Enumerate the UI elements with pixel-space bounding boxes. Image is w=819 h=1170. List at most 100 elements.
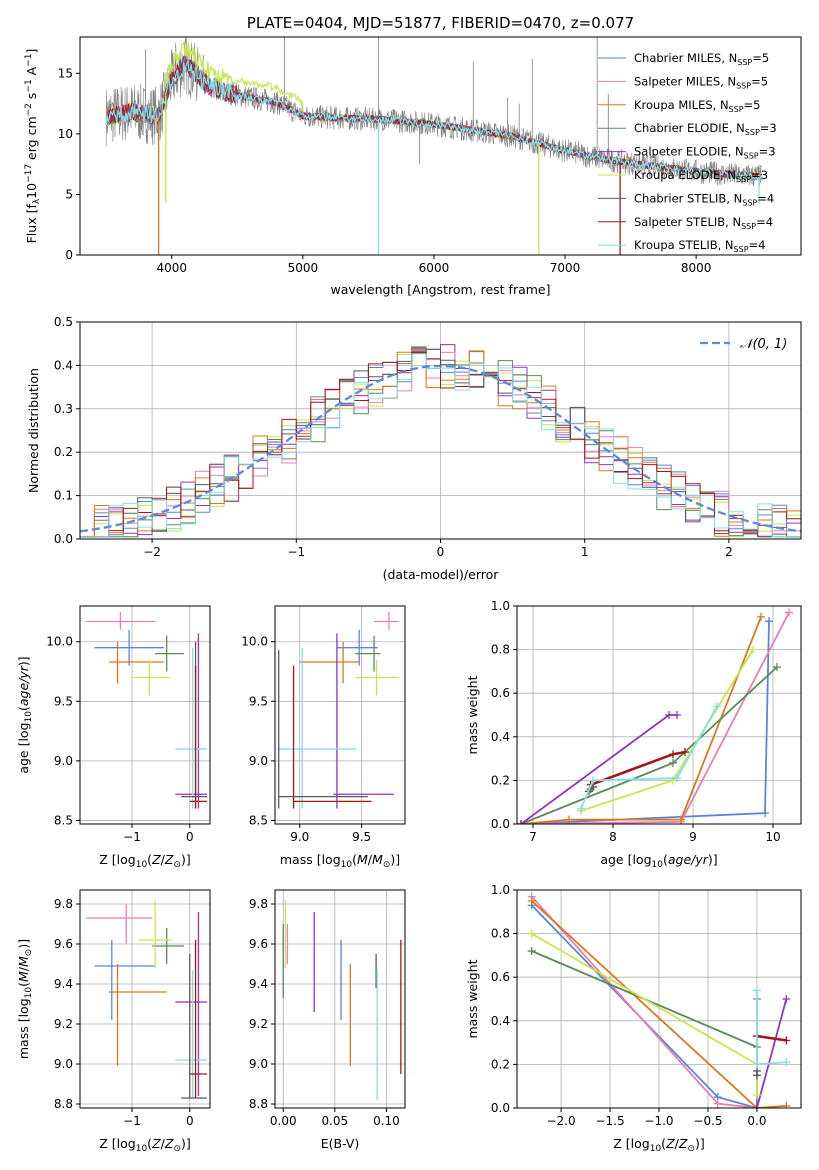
x-tick-label: 0 xyxy=(186,1114,194,1128)
y-tick-label: 0.1 xyxy=(54,489,73,503)
x-tick-label: 6000 xyxy=(419,261,450,275)
mass-vs-ebv-points xyxy=(282,900,402,1100)
age-vs-Z-axes: −1 0 8.5 9.0 9.5 10.0 xyxy=(46,606,210,844)
series-marker xyxy=(673,774,681,783)
x-tick-label: −1 xyxy=(123,830,141,844)
y-tick-label: 10.0 xyxy=(241,635,268,649)
series-marker xyxy=(713,702,721,711)
spectrum-frame xyxy=(79,36,802,256)
y-axis-label: Normed distribution xyxy=(26,368,41,493)
x-tick-label: −2.0 xyxy=(546,1114,575,1128)
y-tick-label: 9.5 xyxy=(249,694,268,708)
series-line xyxy=(520,612,790,824)
y-tick-label: 0.8 xyxy=(491,643,510,657)
x-tick-label: 0.05 xyxy=(321,1114,348,1128)
x-tick-label: 0.0 xyxy=(747,1114,766,1128)
x-tick-label: 10 xyxy=(765,830,780,844)
x-tick-label: 1 xyxy=(581,545,589,559)
y-axis-label: mass weight xyxy=(465,959,480,1038)
y-tick-label: 9.6 xyxy=(54,937,73,951)
x-tick-label: −1.0 xyxy=(644,1114,673,1128)
y-axis-label: Flux [fλ10−17 erg cm−2 s−1 A−1] xyxy=(24,49,42,244)
mass-weight-vs-age-series xyxy=(517,608,793,824)
series-marker xyxy=(665,711,673,719)
x-axis-label: wavelength [Angstrom, rest frame] xyxy=(330,282,550,297)
series-marker xyxy=(713,1099,722,1108)
series-marker xyxy=(752,986,761,995)
legend-label: Salpeter STELIB, NSSP=4 xyxy=(634,215,773,231)
y-tick-label: 15 xyxy=(58,66,73,80)
series-line xyxy=(531,900,787,1108)
series-marker xyxy=(589,776,597,785)
y-tick-label: 0.8 xyxy=(491,927,510,941)
y-axis-label: mass weight xyxy=(465,675,480,754)
y-tick-label: 9.8 xyxy=(54,897,73,911)
legend-label: Kroupa STELIB, NSSP=4 xyxy=(634,238,765,254)
y-tick-label: 0.6 xyxy=(491,970,510,984)
series-marker xyxy=(749,645,757,654)
series-marker xyxy=(765,617,773,626)
mass-weight-vs-Z-frame xyxy=(516,889,802,1109)
mass-weight-vs-age-frame xyxy=(516,605,802,825)
series-line xyxy=(580,705,718,810)
y-tick-label: 0.0 xyxy=(491,817,510,831)
x-tick-label: 8000 xyxy=(681,261,712,275)
series-marker xyxy=(782,995,791,1003)
series-marker xyxy=(527,947,536,956)
y-tick-label: 0.2 xyxy=(54,445,73,459)
y-tick-label: 1.0 xyxy=(491,599,510,613)
y-axis-label: age [log10(age/yr)] xyxy=(16,656,34,773)
model-kroupa_stelib xyxy=(105,59,763,181)
y-tick-label: 0.3 xyxy=(54,402,73,416)
y-tick-label: 0.2 xyxy=(491,773,510,787)
age-vs-mass-frame xyxy=(274,605,406,825)
mass-weight-vs-Z-series xyxy=(527,892,791,1108)
x-axis-label: Z [log10(Z/Z⊙)] xyxy=(613,1136,705,1154)
legend-label: Salpeter MILES, NSSP=5 xyxy=(634,74,768,90)
y-tick-label: 9.2 xyxy=(249,1017,268,1031)
y-tick-label: 8.8 xyxy=(54,1097,73,1111)
series-marker xyxy=(785,608,793,617)
x-tick-label: −1 xyxy=(123,1114,141,1128)
y-tick-label: 0.4 xyxy=(491,730,510,744)
x-tick-label: −1 xyxy=(287,545,305,559)
histogram-salpeter_stelib xyxy=(80,352,801,538)
x-axis-label: mass [log10(M/M⊙)] xyxy=(280,852,400,870)
legend-label: 𝒩(0, 1) xyxy=(740,337,787,352)
y-axis-label: mass [log10(M/M⊙)] xyxy=(16,939,34,1059)
series-marker xyxy=(669,758,677,767)
y-tick-label: 8.5 xyxy=(249,813,268,827)
x-tick-label: 7000 xyxy=(550,261,581,275)
x-tick-label: 0.00 xyxy=(270,1114,297,1128)
age-vs-Z-frame xyxy=(79,605,211,825)
series-line xyxy=(520,616,762,824)
x-tick-label: 2 xyxy=(725,545,733,559)
y-tick-label: 10 xyxy=(58,127,73,141)
series-marker xyxy=(517,820,525,824)
series-marker xyxy=(782,1058,791,1067)
y-tick-label: 5 xyxy=(65,187,73,201)
series-line xyxy=(756,998,788,1108)
series-line xyxy=(520,666,778,824)
x-tick-label: 5000 xyxy=(288,261,319,275)
series-marker xyxy=(752,1090,761,1099)
mass-vs-Z-axes: −1 0 8.8 9.0 9.2 9.4 9.6 9.8 xyxy=(54,890,210,1128)
legend-label: Chabrier ELODIE, NSSP=3 xyxy=(634,121,777,137)
x-tick-label: 8 xyxy=(609,830,617,844)
legend-label: Chabrier MILES, NSSP=5 xyxy=(634,51,769,67)
x-axis-label: age [log10(age/yr)] xyxy=(600,852,717,870)
series-marker xyxy=(761,809,769,818)
y-tick-label: 9.6 xyxy=(249,937,268,951)
series-marker xyxy=(669,750,677,759)
chart-title: PLATE=0404, MJD=51877, FIBERID=0470, z=0… xyxy=(247,14,634,32)
mass-vs-Z-points xyxy=(85,900,208,1099)
y-tick-label: 9.4 xyxy=(54,977,73,991)
series-marker xyxy=(673,711,681,719)
age-vs-mass-axes: 9.0 9.5 8.5 9.0 9.5 10.0 xyxy=(241,606,405,844)
y-tick-label: 10.0 xyxy=(46,635,73,649)
x-tick-label: −2 xyxy=(143,545,161,559)
y-tick-label: 9.0 xyxy=(54,754,73,768)
x-tick-label: 9.0 xyxy=(290,830,309,844)
y-tick-label: 8.8 xyxy=(249,1097,268,1111)
